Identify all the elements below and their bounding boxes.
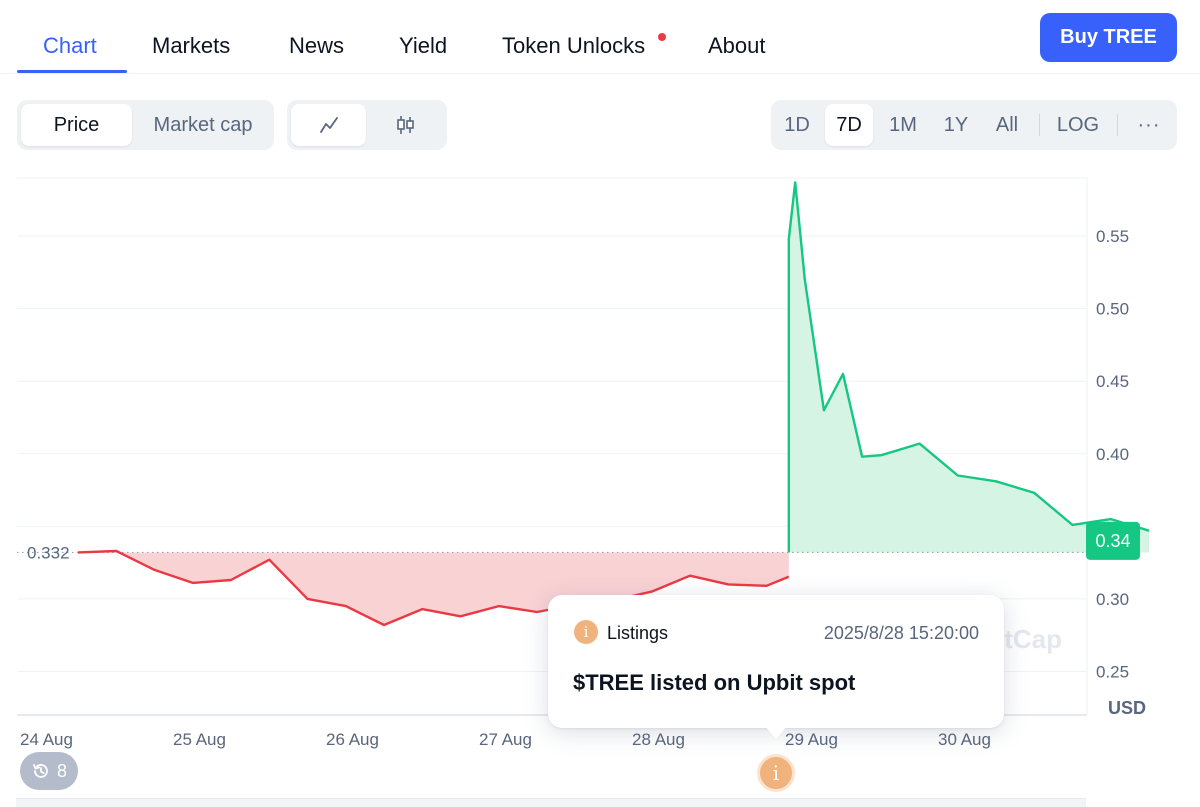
x-tick-label: 26 Aug	[326, 730, 379, 749]
x-tick-label: 28 Aug	[632, 730, 685, 749]
currency-label: USD	[1108, 698, 1146, 718]
toolbar-divider	[1039, 114, 1040, 136]
active-tab-indicator	[17, 70, 127, 73]
range-1d[interactable]: 1D	[784, 113, 810, 136]
buy-tree-button[interactable]: Buy TREE	[1040, 13, 1177, 62]
history-chip[interactable]: 8	[20, 752, 78, 790]
tab-about[interactable]: About	[708, 33, 766, 58]
event-title: $TREE listed on Upbit spot	[573, 670, 856, 695]
event-category: Listings	[607, 623, 669, 643]
tab-news[interactable]: News	[289, 33, 345, 58]
event-marker[interactable]: i	[757, 754, 795, 792]
x-tick-label: 24 Aug	[20, 730, 73, 749]
chart-style-toggle	[287, 100, 447, 150]
y-tick-label: 0.40	[1096, 445, 1129, 464]
tab-markets[interactable]: Markets	[152, 33, 231, 58]
range-1m[interactable]: 1M	[889, 113, 917, 136]
x-tick-label: 29 Aug	[785, 730, 838, 749]
log-scale-toggle[interactable]: LOG	[1056, 113, 1100, 136]
price-line-up	[787, 181, 1150, 553]
below-baseline-fill	[78, 551, 789, 625]
x-tick-label: 27 Aug	[479, 730, 532, 749]
tooltip-arrow	[765, 726, 787, 739]
info-icon: i	[574, 620, 598, 644]
metric-toggle: Price Market cap	[17, 100, 274, 150]
event-datetime: 2025/8/28 15:20:00	[823, 623, 979, 643]
top-nav: Chart Markets News Yield Token Unlocks A…	[0, 0, 1200, 74]
line-chart-icon	[319, 117, 338, 133]
price-option[interactable]: Price	[21, 104, 132, 146]
range-7d[interactable]: 7D	[825, 104, 873, 146]
y-tick-label: 0.55	[1096, 227, 1129, 246]
range-navigator[interactable]	[16, 798, 1086, 807]
market-cap-option[interactable]: Market cap	[153, 113, 253, 136]
candlestick-icon	[396, 116, 414, 134]
tab-yield[interactable]: Yield	[399, 33, 448, 58]
x-tick-label: 25 Aug	[173, 730, 226, 749]
y-tick-label: 0.25	[1096, 662, 1129, 681]
price-line-down	[77, 549, 789, 627]
history-count: 8	[56, 760, 67, 781]
range-toggle: 1D 7D 1M 1Y All LOG ···	[771, 100, 1177, 150]
x-tick-label: 30 Aug	[938, 730, 991, 749]
candlestick-chart-button[interactable]	[368, 104, 443, 146]
history-icon	[33, 764, 48, 778]
notification-dot	[658, 33, 666, 41]
y-tick-label: 0.30	[1096, 590, 1129, 609]
y-tick-label: 0.45	[1096, 372, 1129, 391]
more-options-button[interactable]: ···	[1137, 113, 1161, 136]
y-tick-label: 0.50	[1096, 300, 1129, 319]
above-baseline-fill	[788, 182, 1149, 553]
current-price-badge	[1086, 521, 1140, 560]
event-tooltip: i Listings 2025/8/28 15:20:00 $TREE list…	[548, 595, 1004, 728]
open-price-label: 0.332	[27, 543, 70, 562]
tab-token-unlocks[interactable]: Token Unlocks	[502, 33, 646, 58]
line-chart-button[interactable]	[291, 104, 366, 146]
toolbar-divider	[1117, 114, 1118, 136]
range-all[interactable]: All	[995, 113, 1019, 136]
current-price-label: 0.34	[1095, 531, 1130, 551]
range-1y[interactable]: 1Y	[943, 113, 969, 136]
tab-chart[interactable]: Chart	[43, 33, 97, 58]
